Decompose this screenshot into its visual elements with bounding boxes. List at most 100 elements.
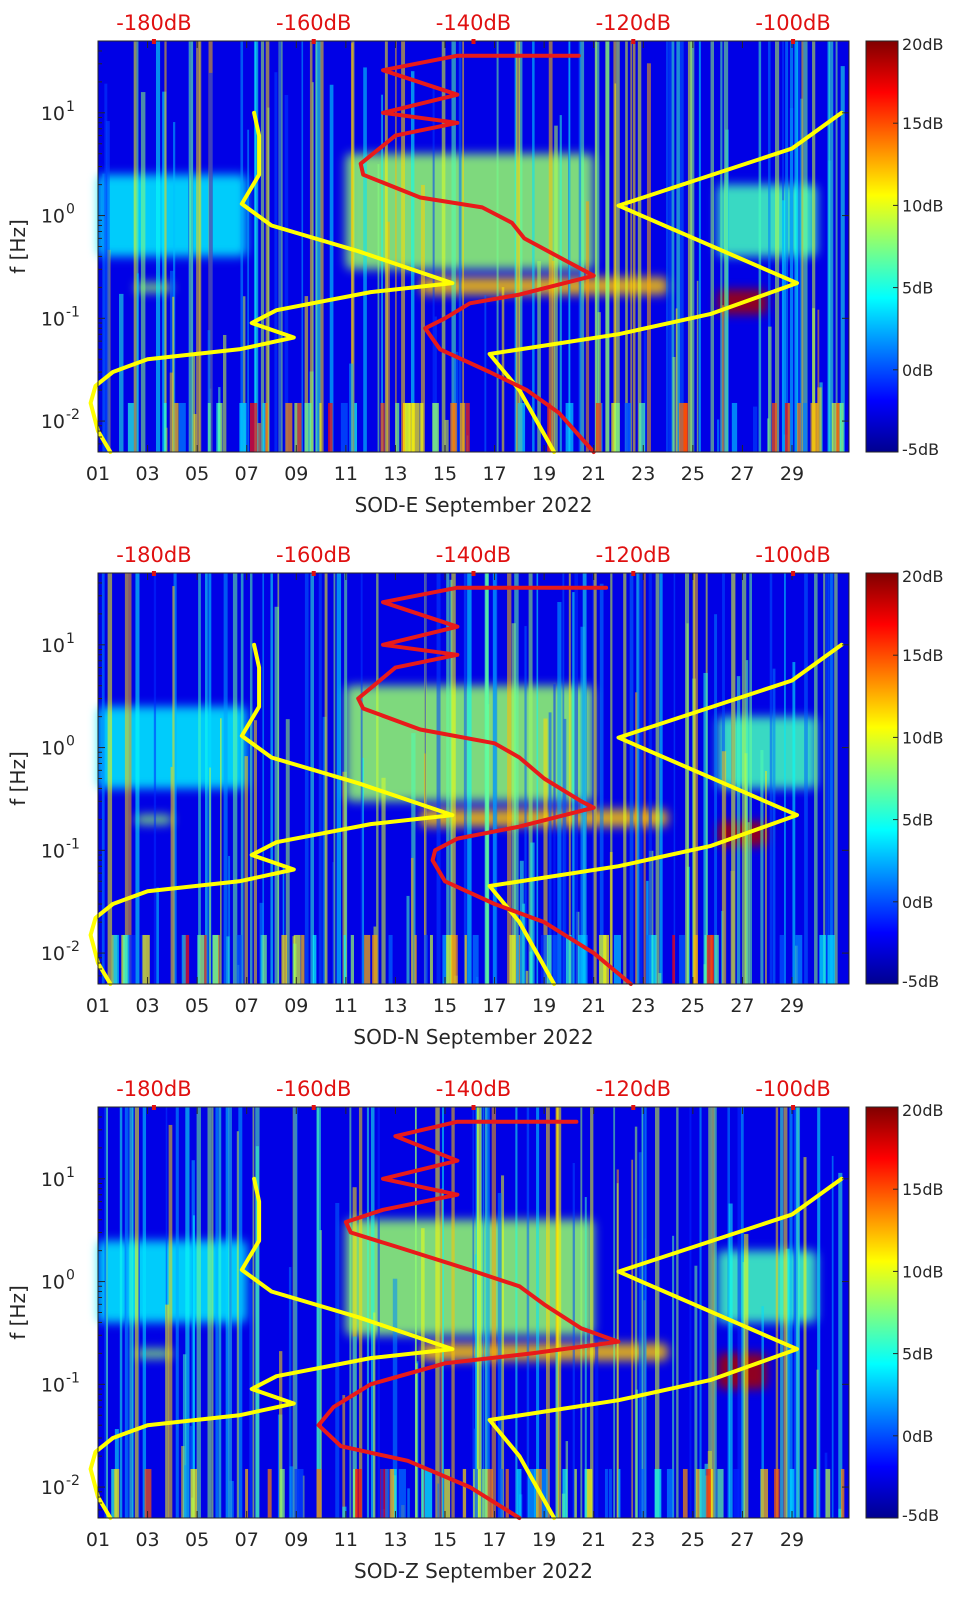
transient-streak <box>238 1107 243 1518</box>
transient-streak <box>168 1124 173 1518</box>
low-frequency-block <box>714 934 719 984</box>
x-tick-label: 15 <box>433 1529 457 1551</box>
transient-streak <box>316 41 321 452</box>
transient-streak <box>634 1126 638 1518</box>
low-frequency-block <box>613 934 621 984</box>
low-frequency-block <box>672 934 675 984</box>
transient-streak <box>768 326 772 452</box>
transient-streak <box>156 887 159 984</box>
low-frequency-block <box>774 1468 780 1518</box>
transient-streak <box>142 1107 147 1518</box>
transient-streak <box>255 1107 260 1518</box>
transient-streak <box>672 357 676 452</box>
transient-streak <box>568 573 571 984</box>
high-noise-model-curve <box>487 110 844 454</box>
transient-streak <box>563 718 567 984</box>
x-axis-title: SOD-E September 2022 <box>355 493 593 517</box>
y-tick-label: 10 <box>41 1272 65 1294</box>
low-frequency-block <box>517 402 526 452</box>
transient-streak <box>760 750 764 984</box>
transient-streak <box>609 852 613 984</box>
low-frequency-block <box>648 934 657 984</box>
x-tick-label: 01 <box>86 1529 110 1551</box>
transient-streak <box>676 1107 679 1518</box>
colorbar-label: -5dB <box>902 440 939 459</box>
x-tick-label: 25 <box>681 1529 705 1551</box>
transient-streak <box>694 1265 698 1518</box>
transient-streak <box>366 1107 369 1518</box>
low-frequency-block <box>472 934 479 984</box>
transient-streak <box>140 92 146 452</box>
x-tick-label: 05 <box>185 463 209 485</box>
transient-streak <box>580 1107 583 1518</box>
low-frequency-block <box>216 402 221 452</box>
transient-streak <box>162 91 167 453</box>
transient-streak <box>515 1107 518 1518</box>
transient-streak <box>742 1262 746 1518</box>
transient-streak <box>482 1107 485 1518</box>
transient-streak <box>783 1107 788 1518</box>
transient-streak <box>395 41 397 452</box>
low-frequency-block <box>789 1468 795 1518</box>
spectral-feature-6 <box>135 815 173 825</box>
low-frequency-block <box>618 1468 621 1518</box>
transient-streak <box>188 41 194 452</box>
y-tick-label: 10 <box>41 1169 65 1191</box>
transient-streak <box>119 293 124 452</box>
transient-streak <box>170 766 173 984</box>
x-tick-label: 29 <box>780 1529 804 1551</box>
low-frequency-block <box>267 1468 272 1518</box>
colorbar-label: 10dB <box>902 1262 944 1281</box>
colorbar-label: 0dB <box>902 893 933 912</box>
transient-streak <box>252 1107 255 1518</box>
transient-streak <box>414 1107 417 1518</box>
transient-streak <box>451 41 456 452</box>
x-tick-label: 17 <box>482 995 506 1017</box>
transient-streak <box>392 1278 398 1518</box>
transient-streak <box>225 1107 229 1518</box>
transient-streak <box>610 573 613 984</box>
transient-streak <box>284 94 289 452</box>
transient-streak <box>693 573 698 984</box>
y-tick-label: 10 <box>41 411 65 433</box>
transient-streak <box>310 573 314 984</box>
low-frequency-block <box>797 402 801 452</box>
low-frequency-block <box>236 934 243 984</box>
low-frequency-block <box>260 934 263 984</box>
top-axis-label: -180dB <box>116 11 191 35</box>
transient-streak <box>749 573 752 984</box>
transient-streak <box>449 579 453 984</box>
transient-streak <box>451 573 456 984</box>
transient-streak <box>208 72 213 452</box>
transient-streak <box>329 84 334 452</box>
transient-streak <box>646 880 649 984</box>
transient-streak <box>132 1107 134 1518</box>
transient-streak <box>736 676 741 984</box>
transient-streak <box>247 129 250 452</box>
colorbar-label: 0dB <box>902 1427 933 1446</box>
low-frequency-block <box>114 1468 120 1518</box>
low-frequency-block <box>249 402 258 452</box>
transient-streak <box>507 573 512 984</box>
low-frequency-block <box>731 402 738 452</box>
x-tick-label: 19 <box>532 463 556 485</box>
transient-streak <box>164 41 167 452</box>
low-frequency-block <box>380 1468 384 1518</box>
transient-streak <box>462 41 465 452</box>
transient-streak <box>696 280 699 452</box>
transient-streak <box>198 573 201 984</box>
transient-streak <box>106 1107 108 1518</box>
low-frequency-block <box>787 402 791 452</box>
transient-streak <box>215 1107 219 1518</box>
x-tick-label: 11 <box>334 995 358 1017</box>
transient-streak <box>165 1304 170 1518</box>
transient-streak <box>745 660 749 984</box>
low-frequency-block <box>395 402 400 452</box>
transient-streak <box>643 331 647 452</box>
transient-streak <box>442 1107 444 1518</box>
colorbar-label: 20dB <box>902 1101 944 1120</box>
low-frequency-block <box>614 402 620 452</box>
transient-streak <box>830 573 834 984</box>
x-tick-label: 13 <box>383 995 407 1017</box>
transient-streak <box>363 67 367 452</box>
